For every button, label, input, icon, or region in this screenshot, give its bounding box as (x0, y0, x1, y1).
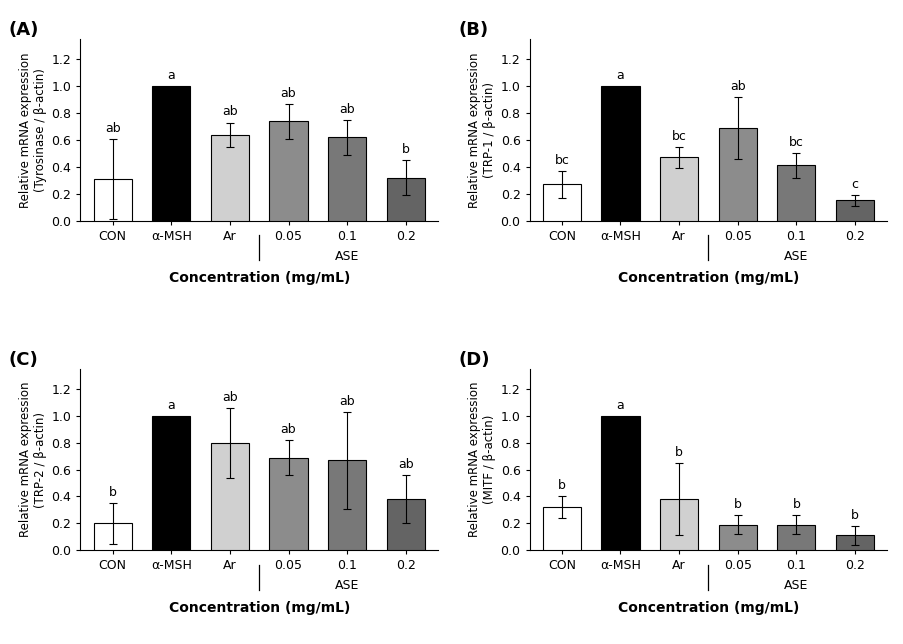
Text: Concentration (mg/mL): Concentration (mg/mL) (168, 601, 349, 615)
Bar (659, 499, 697, 550)
Text: ab: ab (222, 106, 237, 118)
Text: bc: bc (554, 154, 569, 167)
Text: c: c (851, 178, 858, 191)
Text: (A): (A) (9, 21, 39, 39)
Text: b: b (733, 498, 740, 511)
Bar (269, 457, 307, 550)
Bar (777, 166, 815, 221)
Bar (152, 86, 191, 221)
Bar (328, 460, 366, 550)
Text: (D): (D) (458, 351, 489, 369)
Text: (C): (C) (9, 351, 39, 369)
Bar (600, 86, 638, 221)
Text: Concentration (mg/mL): Concentration (mg/mL) (617, 271, 798, 285)
Bar (269, 121, 307, 221)
Y-axis label: Relative mRNA expression
(Tyrosinase / β-actin): Relative mRNA expression (Tyrosinase / β… (19, 52, 47, 207)
Text: b: b (557, 479, 565, 493)
Text: (B): (B) (458, 21, 488, 39)
Text: b: b (851, 509, 858, 522)
Bar (93, 179, 132, 221)
Text: ab: ab (339, 395, 355, 408)
Text: a: a (167, 399, 175, 412)
Bar (777, 525, 815, 550)
Text: a: a (616, 399, 624, 412)
Y-axis label: Relative mRNA expression
(TRP-1 / β-actin): Relative mRNA expression (TRP-1 / β-acti… (468, 52, 496, 207)
Bar (835, 200, 873, 221)
Text: ab: ab (105, 122, 120, 135)
Text: ab: ab (281, 87, 296, 100)
Bar (152, 416, 191, 550)
Bar (718, 525, 756, 550)
Text: ASE: ASE (335, 579, 359, 592)
Text: Concentration (mg/mL): Concentration (mg/mL) (617, 601, 798, 615)
Bar (210, 442, 248, 550)
Text: ab: ab (397, 458, 414, 471)
Text: ab: ab (339, 103, 355, 116)
Bar (386, 178, 424, 221)
Text: b: b (108, 486, 116, 499)
Text: Concentration (mg/mL): Concentration (mg/mL) (168, 271, 349, 285)
Text: ab: ab (729, 80, 745, 93)
Text: b: b (675, 446, 683, 459)
Bar (542, 507, 581, 550)
Text: b: b (402, 143, 409, 156)
Bar (659, 157, 697, 221)
Bar (835, 535, 873, 550)
Text: ab: ab (222, 391, 237, 404)
Text: a: a (167, 69, 175, 82)
Bar (542, 184, 581, 221)
Bar (210, 135, 248, 221)
Bar (93, 524, 132, 550)
Bar (386, 499, 424, 550)
Text: bc: bc (788, 137, 803, 149)
Bar (600, 416, 638, 550)
Text: a: a (616, 69, 624, 82)
Text: ab: ab (281, 423, 296, 436)
Text: bc: bc (671, 129, 685, 143)
Bar (718, 128, 756, 221)
Bar (328, 137, 366, 221)
Y-axis label: Relative mRNA expression
(TRP-2 / β-actin): Relative mRNA expression (TRP-2 / β-acti… (19, 382, 47, 537)
Text: ASE: ASE (784, 579, 807, 592)
Text: ASE: ASE (335, 250, 359, 263)
Text: ASE: ASE (784, 250, 807, 263)
Text: b: b (792, 498, 799, 511)
Y-axis label: Relative mRNA expression
(MITF / β-actin): Relative mRNA expression (MITF / β-actin… (468, 382, 496, 537)
